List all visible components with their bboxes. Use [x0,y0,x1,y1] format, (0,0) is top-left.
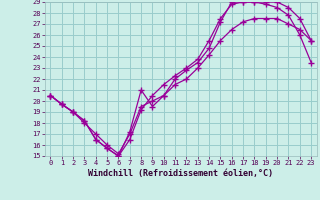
X-axis label: Windchill (Refroidissement éolien,°C): Windchill (Refroidissement éolien,°C) [88,169,273,178]
